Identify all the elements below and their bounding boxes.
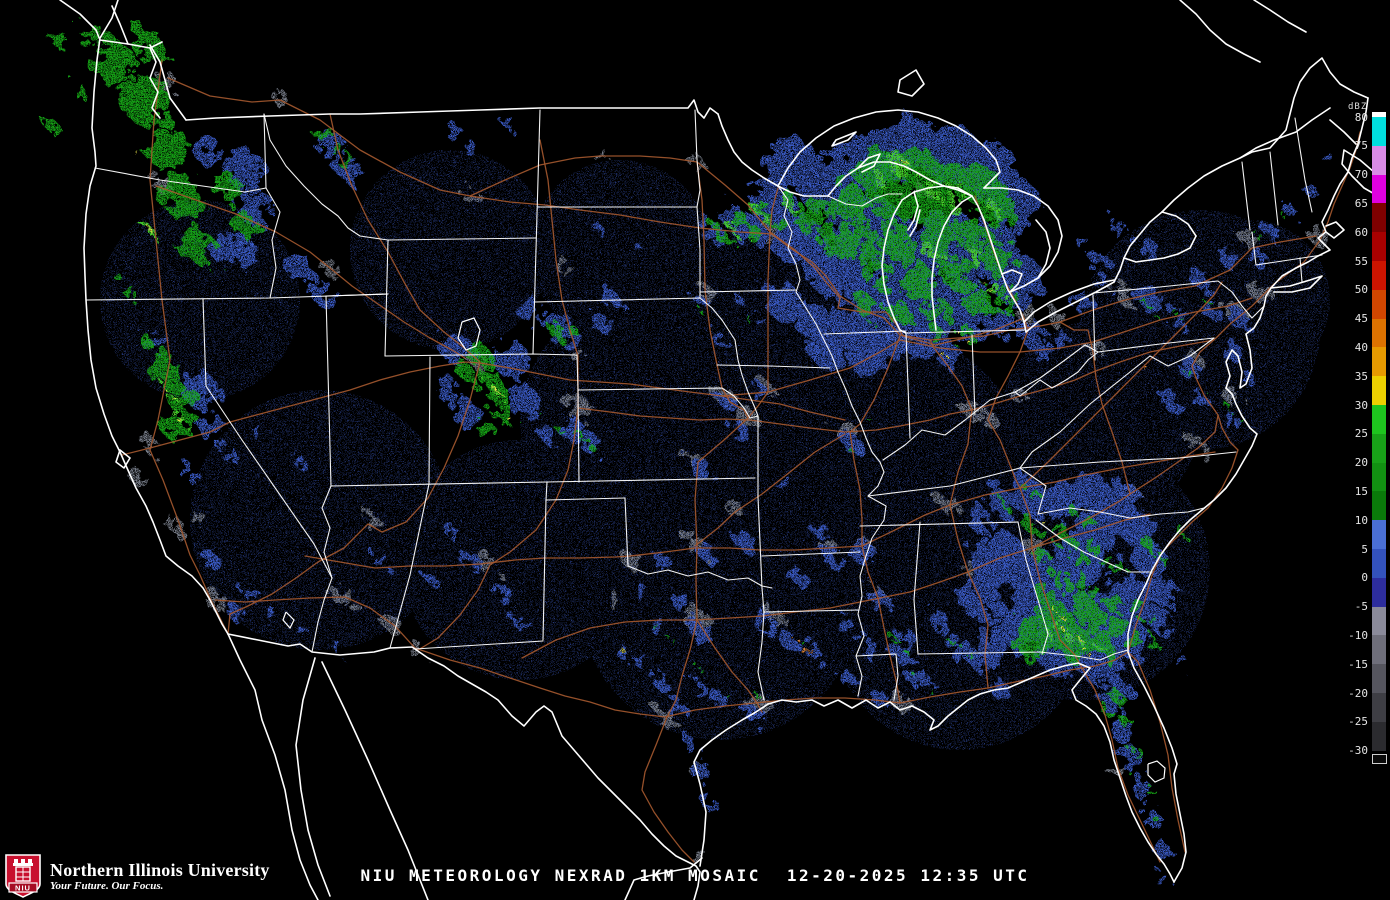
dbz-band-0 bbox=[1372, 577, 1386, 607]
dbz-band-65 bbox=[1372, 203, 1386, 233]
dbz-tick-45: 45 bbox=[1354, 312, 1368, 326]
dbz-band-60 bbox=[1372, 232, 1386, 261]
dbz-band-55 bbox=[1372, 260, 1386, 290]
dbz-band-75 bbox=[1372, 145, 1386, 175]
caption-timestamp: 12-20-2025 12:35 UTC bbox=[786, 866, 1030, 885]
dbz-color-bar bbox=[1372, 112, 1386, 751]
dbz-tick-35: 35 bbox=[1354, 369, 1368, 383]
dbz-band-70 bbox=[1372, 174, 1386, 204]
dbz-band--25 bbox=[1372, 721, 1386, 751]
dbz-tick-70: 70 bbox=[1354, 168, 1368, 182]
dbz-scale-end-box bbox=[1372, 753, 1387, 764]
dbz-color-scale: dBZ 80 75 70 65 60 55 50 45 40 35 30 25 20 15 10 5 0 -5 -1… bbox=[1330, 96, 1390, 796]
dbz-tick-10: 10 bbox=[1354, 513, 1368, 527]
dbz-tick-5: 5 bbox=[1361, 542, 1368, 556]
niu-monogram: NIU bbox=[15, 884, 31, 893]
niu-logo: NIU Northern Illinois University Your Fu… bbox=[4, 854, 270, 898]
dbz-tick-65: 65 bbox=[1354, 196, 1368, 210]
dbz-band-30 bbox=[1372, 404, 1386, 434]
dbz-band-25 bbox=[1372, 433, 1386, 463]
dbz-tick-20: 20 bbox=[1354, 456, 1368, 470]
dbz-tick--20: -20 bbox=[1348, 686, 1368, 700]
state-border-lines bbox=[85, 109, 1323, 701]
dbz-tick-80: 80 bbox=[1354, 110, 1368, 124]
dbz-tick-30: 30 bbox=[1354, 398, 1368, 412]
dbz-band--5 bbox=[1372, 606, 1386, 636]
dbz-band-cap bbox=[1372, 112, 1386, 117]
dbz-tick--30: -30 bbox=[1348, 744, 1368, 758]
caption-product-title: NIU METEOROLOGY NEXRAD 1KM MOSAIC bbox=[360, 866, 761, 885]
radar-echoes-yellow bbox=[134, 150, 1093, 658]
dbz-tick-40: 40 bbox=[1354, 340, 1368, 354]
dbz-tick-60: 60 bbox=[1354, 225, 1368, 239]
dbz-band-80 bbox=[1372, 117, 1386, 146]
dbz-unit-label: dBZ bbox=[1348, 102, 1368, 112]
dbz-band-5 bbox=[1372, 548, 1386, 578]
dbz-band-50 bbox=[1372, 289, 1386, 319]
dbz-band-15 bbox=[1372, 491, 1386, 521]
dbz-tick--5: -5 bbox=[1354, 600, 1368, 614]
dbz-tick--25: -25 bbox=[1348, 715, 1368, 729]
dbz-band-45 bbox=[1372, 318, 1386, 348]
coastline-lines bbox=[59, 0, 1385, 900]
radar-echoes-green bbox=[50, 22, 1284, 821]
dbz-tick-75: 75 bbox=[1354, 139, 1368, 153]
radar-echoes-orange bbox=[796, 370, 1152, 652]
dbz-tick-50: 50 bbox=[1354, 283, 1368, 297]
institution-name: Northern Illinois University bbox=[50, 859, 270, 880]
dbz-tick-0: 0 bbox=[1361, 571, 1368, 585]
niu-logo-text: Northern Illinois University Your Future… bbox=[50, 859, 270, 892]
dbz-band-10 bbox=[1372, 520, 1386, 549]
dbz-band-40 bbox=[1372, 347, 1386, 377]
dbz-tick--15: -15 bbox=[1348, 657, 1368, 671]
map-caption: NIU METEOROLOGY NEXRAD 1KM MOSAIC 12-20-2… bbox=[0, 866, 1390, 885]
dbz-tick-55: 55 bbox=[1354, 254, 1368, 268]
niu-shield-icon: NIU bbox=[5, 854, 41, 898]
dbz-tick-15: 15 bbox=[1354, 484, 1368, 498]
dbz-band--20 bbox=[1372, 692, 1386, 722]
radar-echo-layer bbox=[50, 22, 1335, 884]
dbz-tick-25: 25 bbox=[1354, 427, 1368, 441]
radar-echoes-blue bbox=[144, 116, 1335, 884]
dbz-band--10 bbox=[1372, 635, 1386, 665]
dbz-band-35 bbox=[1372, 376, 1386, 405]
dbz-tick--10: -10 bbox=[1348, 628, 1368, 642]
institution-tagline: Your Future. Our Focus. bbox=[50, 879, 164, 892]
dbz-band--15 bbox=[1372, 664, 1386, 693]
dbz-band-20 bbox=[1372, 462, 1386, 492]
